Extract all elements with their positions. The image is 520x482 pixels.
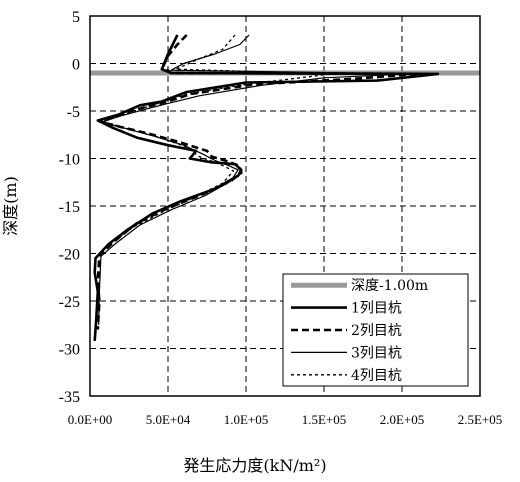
x-tick-label: 5.0E+04 — [146, 412, 191, 427]
y-tick-label: -15 — [59, 199, 80, 216]
y-tick-label: -20 — [59, 247, 80, 264]
plot-series — [90, 34, 480, 341]
x-axis-label: 発生応力度(kN/m²) — [183, 456, 326, 475]
x-tick-label: 2.0E+05 — [380, 412, 425, 427]
legend-label: 2列目杭 — [351, 323, 402, 339]
x-tick-label: 1.0E+05 — [224, 412, 269, 427]
legend: 深度-1.00m 1列目杭 2列目杭 3列目杭 4列目杭 — [282, 273, 469, 387]
series-line — [97, 34, 333, 256]
y-axis-label: 深度(m) — [1, 176, 20, 236]
legend-label: 3列目杭 — [351, 345, 402, 361]
plot-frame — [89, 15, 481, 397]
y-tick-label: -35 — [59, 389, 80, 406]
x-tick-label: 1.5E+05 — [302, 412, 347, 427]
legend-label: 4列目杭 — [351, 368, 402, 384]
legend-label: 1列目杭 — [351, 301, 402, 317]
y-tick-label: 0 — [72, 57, 80, 74]
x-tick-label: 0.0E+00 — [68, 412, 113, 427]
y-tick-label: 5 — [72, 9, 80, 26]
x-tick-label: 2.5E+05 — [458, 412, 503, 427]
legend-label: 深度-1.00m — [351, 278, 428, 294]
y-tick-label: -10 — [59, 152, 80, 169]
y-tick-label: -25 — [59, 294, 80, 311]
y-tick-label: -30 — [59, 342, 80, 359]
y-tick-label: -5 — [67, 104, 80, 121]
tick-labels: 0.0E+00 5.0E+04 1.0E+05 1.5E+05 2.0E+05 2.5E+… — [59, 9, 503, 427]
